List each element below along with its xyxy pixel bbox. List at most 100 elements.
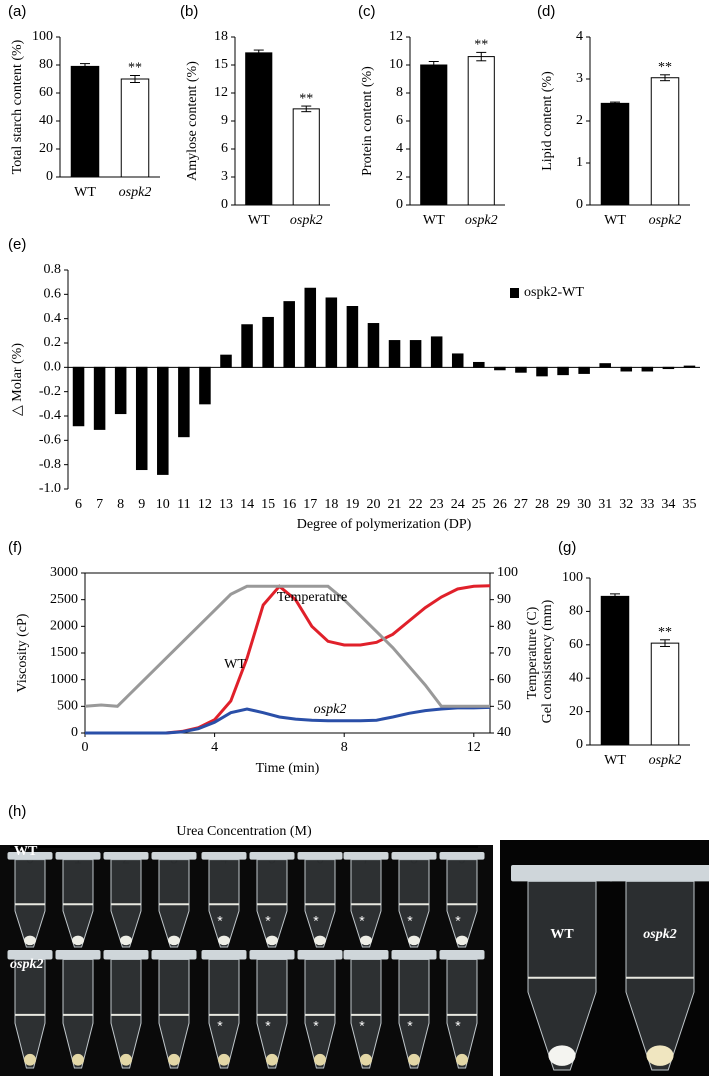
star: * [359,913,365,929]
tube-body [304,958,336,1069]
y-axis-label: Protein content (%) [360,66,375,176]
y-tick-label: 0 [46,169,53,184]
y2-axis-label: Temperature (C) [525,606,540,699]
bar [157,366,169,475]
tube-body [208,958,240,1069]
x-axis-label: Time (min) [256,761,320,776]
y-tick-label: 0 [576,737,583,752]
y-tick-label: 0 [396,197,403,212]
x-tick-label: ospk2 [465,213,498,228]
tube-body [158,958,190,1069]
pellet [218,1053,230,1066]
tube-body [350,958,382,1069]
star: * [313,913,319,929]
x-tick-label: 10 [156,497,170,512]
y-tick-label: 60 [39,85,53,100]
bar [650,77,680,206]
y-tick-label: 60 [569,637,583,652]
star: * [359,1018,365,1034]
series-label: ospk2 [314,702,347,717]
pellet [120,935,132,946]
x-tick-label: 18 [324,497,338,512]
x-tick-label: WT [604,753,626,768]
bar [578,366,590,374]
y-tick-label: 9 [221,113,228,128]
x-tick-label: 7 [96,497,103,512]
panel-label: (f) [8,539,22,556]
x-tick-label: 8 [117,497,124,512]
bar [72,366,85,427]
x-tick-label: 9 [138,497,145,512]
panel-label: (a) [8,3,26,20]
y-axis-label: Gel consistency (mm) [540,599,555,723]
x-tick-label: 20 [366,497,380,512]
pellet [408,1053,420,1066]
tube-body [62,958,94,1069]
y-tick-label: 2500 [50,592,78,607]
y-tick-label: 2 [576,113,583,128]
x-tick-label: WT [604,213,626,228]
y-tick-label: 1 [576,155,583,170]
bar [178,366,190,438]
x-tick-label: 30 [577,497,591,512]
bar [292,108,320,206]
tube-cap [201,852,247,860]
x-tick-label: 8 [341,740,348,755]
bar [473,361,485,368]
x-tick-label: 17 [303,497,317,512]
pellet [72,1053,84,1066]
pellet [72,935,84,946]
x-tick-label: 28 [535,497,549,512]
tube-cap [249,852,295,860]
tube-cap [201,950,247,960]
pellet [120,1053,132,1066]
x-tick-label: ospk2 [119,185,152,200]
bar [245,52,273,206]
y-tick-label: 8 [396,85,403,100]
star: * [217,1018,223,1034]
y-tick-label: 0 [221,197,228,212]
y-tick-label: 20 [569,704,583,719]
y-tick-label: 50 [497,699,511,714]
panel-label: (e) [8,236,26,253]
tube-body [14,958,46,1069]
tube-body [256,958,288,1069]
pellet [24,1053,36,1066]
y-axis-label: △ Molar (%) [10,343,25,416]
panel-label: (h) [8,803,26,820]
y-tick-label: 90 [497,592,511,607]
y-tick-label: 6 [221,141,228,156]
y-tick-label: 70 [497,645,511,660]
bar [641,366,654,372]
y-tick-label: 12 [389,29,403,44]
x-tick-label: 14 [240,497,254,512]
tube-cap [55,950,101,960]
y-tick-label: 3 [221,169,228,184]
series-label: Temperature [277,590,348,605]
x-tick-label: WT [423,213,445,228]
bar [283,301,295,368]
bar [325,297,338,368]
series-line [85,705,491,735]
y-tick-label: 40 [497,725,511,740]
row-label: WT [14,844,38,859]
y-tick-label: 0.2 [44,335,62,350]
tube-cap [343,950,389,960]
x-tick-label: 27 [514,497,528,512]
bar [600,102,630,206]
tube-body [527,880,597,1071]
bar [70,65,100,178]
bar [650,642,680,746]
y-tick-label: 0 [576,197,583,212]
x-tick-label: 35 [682,497,696,512]
x-tick-label: 26 [493,497,507,512]
pellet [360,935,372,946]
panel-label: (g) [558,539,576,556]
legend-label: ospk2-WT [524,285,584,300]
x-tick-label: 33 [640,497,654,512]
x-tick-label: 6 [75,497,82,512]
pellet [168,1053,180,1066]
y-tick-label: 4 [576,29,583,44]
significance: ** [474,38,488,53]
tube-cap [439,950,485,960]
